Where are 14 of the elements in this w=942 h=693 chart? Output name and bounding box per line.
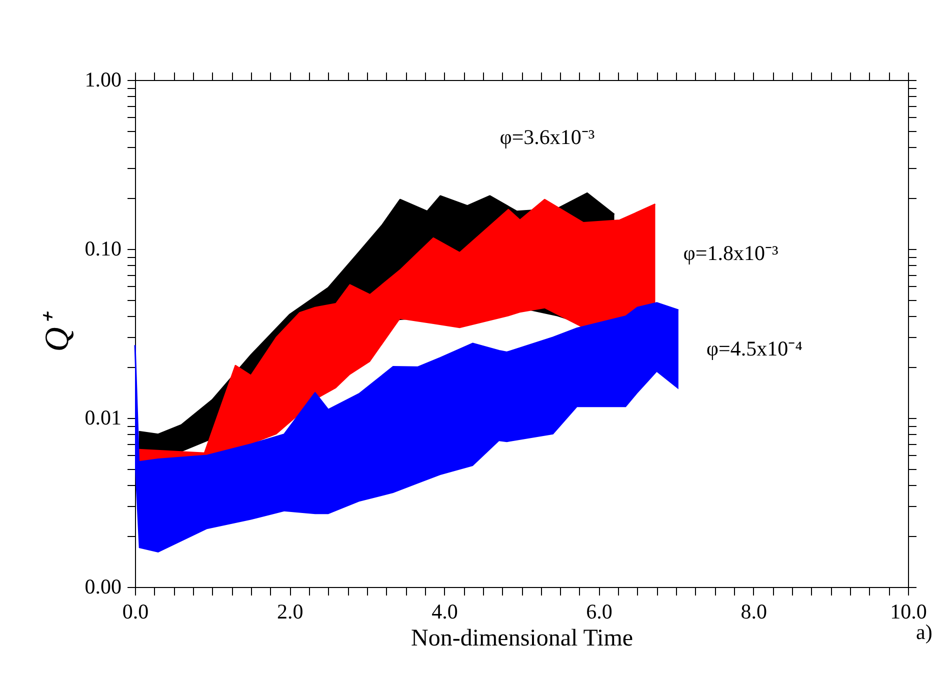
series-label: φ=4.5x10⁻⁴: [706, 336, 802, 361]
text: φ=3.6x10⁻³: [500, 125, 595, 150]
y-tick-label: 1.00: [84, 68, 122, 92]
y-tick-label: 0.01: [84, 406, 122, 430]
x-tick-label: 8.0: [740, 600, 768, 624]
y-tick-label: 0.10: [84, 236, 122, 260]
x-tick-label: 2.0: [276, 600, 304, 624]
y-tick-label: 0.00: [84, 574, 122, 598]
text: φ=1.8x10⁻³: [683, 241, 778, 266]
x-tick-label: 4.0: [432, 600, 458, 624]
x-tick-label: 6.0: [586, 600, 612, 624]
x-axis-title: Non-dimensional Time: [410, 626, 634, 652]
x-tick-label: 0.0: [122, 600, 149, 624]
y-axis-title: Q⁺: [38, 311, 76, 352]
